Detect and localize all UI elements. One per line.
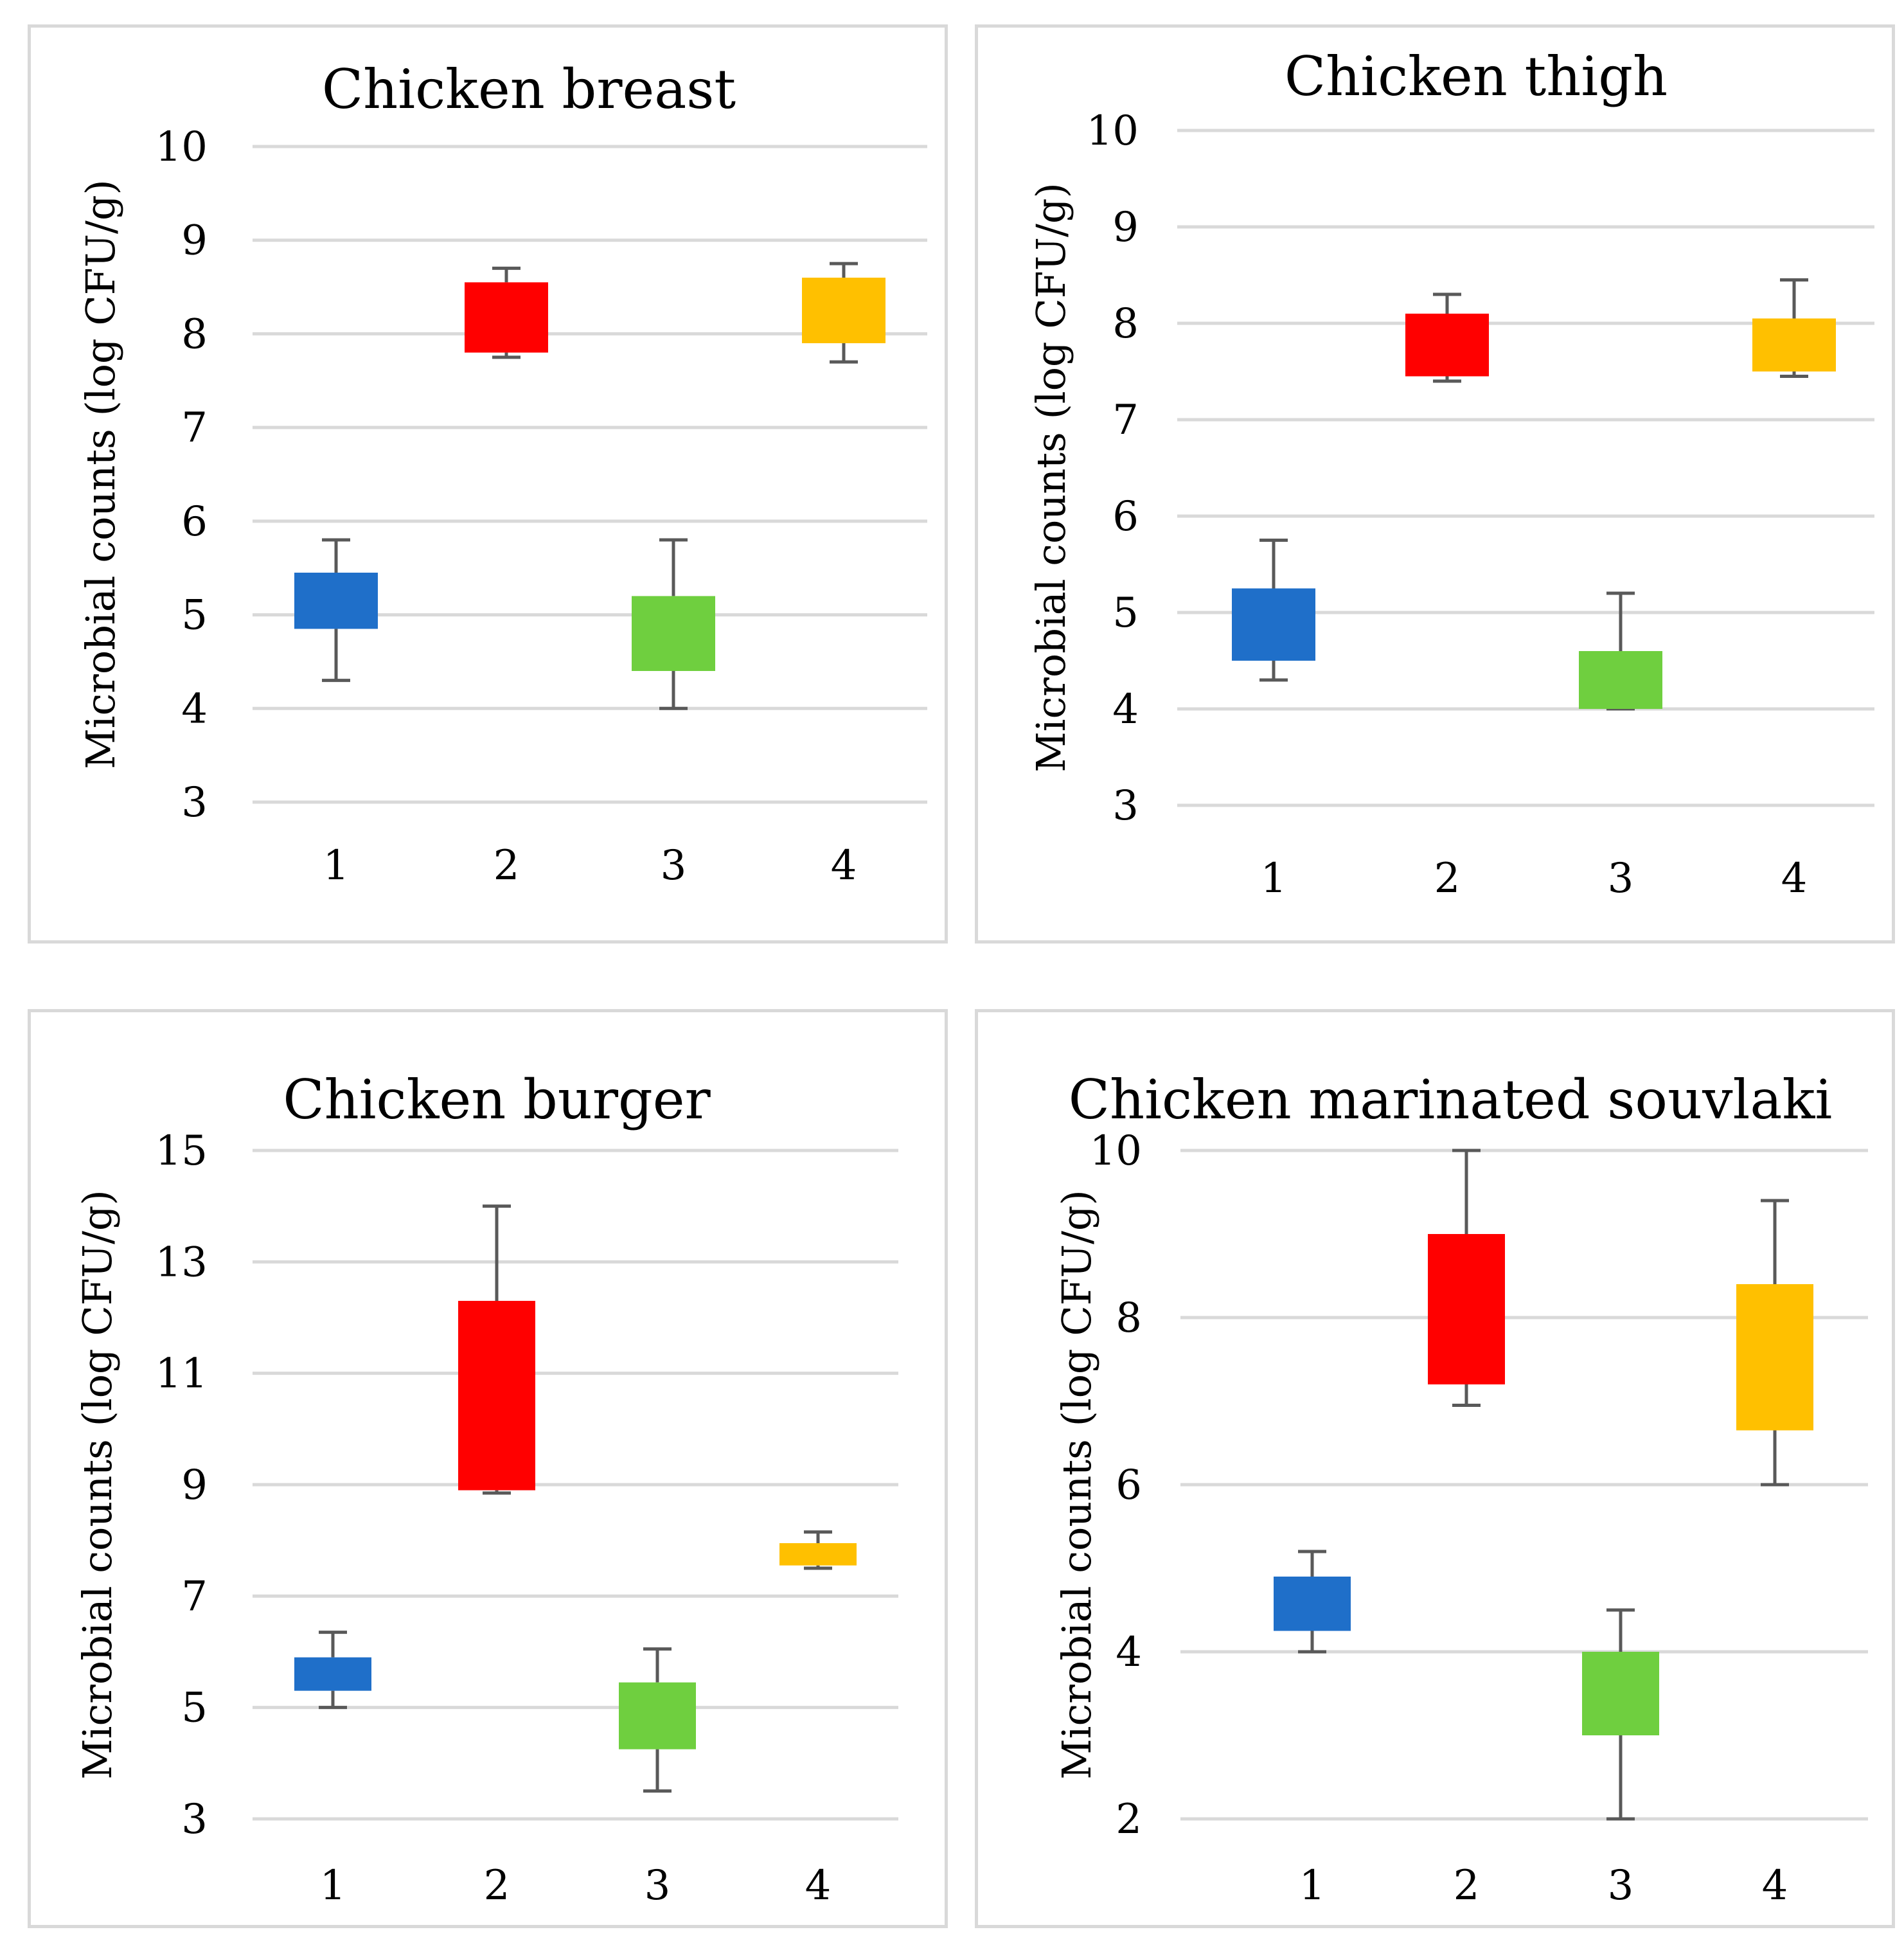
box-category-1 <box>1274 1550 1351 1654</box>
x-tick-label-4: 4 <box>1781 855 1808 902</box>
y-tick-label-10: 10 <box>1087 107 1139 155</box>
box-category-3 <box>1582 1608 1659 1821</box>
x-tick-label-3: 3 <box>1608 855 1634 902</box>
box-body <box>1428 1234 1505 1384</box>
chart-chicken-thigh: 3 4 5 6 7 8 9 10 Chicken thigh Microbial counts (… <box>1028 45 1874 902</box>
x-tick-label-2: 2 <box>484 1862 510 1910</box>
box-category-1 <box>294 1631 371 1710</box>
box-category-3 <box>632 538 715 710</box>
box-body <box>1405 314 1489 377</box>
box-body <box>1582 1652 1659 1735</box>
y-tick-label-5: 5 <box>181 1685 208 1732</box>
box-category-4 <box>1736 1199 1813 1487</box>
y-tick-label-9: 9 <box>181 1462 208 1509</box>
box-category-2 <box>458 1204 535 1495</box>
x-tick-label-4: 4 <box>831 842 857 890</box>
y-tick-label-7: 7 <box>181 404 208 452</box>
y-tick-label-6: 6 <box>1116 1462 1142 1509</box>
y-tick-label-5: 5 <box>1112 589 1139 637</box>
box-category-3 <box>619 1647 696 1793</box>
x-tick-label-3: 3 <box>645 1862 671 1910</box>
y-tick-label-15: 15 <box>156 1127 208 1175</box>
box-body <box>1274 1577 1351 1631</box>
y-tick-label-4: 4 <box>181 685 208 733</box>
box-category-4 <box>802 262 885 364</box>
y-tick-label-3: 3 <box>181 779 208 827</box>
x-tick-label-2: 2 <box>1454 1862 1480 1910</box>
chart-chicken-breast: 3 4 5 6 7 8 9 10 Chicken breast Microbial counts … <box>77 58 927 890</box>
y-axis-label: Microbial counts (log CFU/g) <box>77 179 124 769</box>
box-category-3 <box>1579 591 1662 711</box>
box-category-2 <box>465 266 548 359</box>
x-tick-label-4: 4 <box>1762 1862 1788 1910</box>
y-tick-label-8: 8 <box>1116 1294 1142 1342</box>
x-tick-label-1: 1 <box>320 1862 346 1910</box>
chart-title: Chicken marinated souvlaki <box>1069 1068 1833 1131</box>
chart-title: Chicken breast <box>322 58 736 121</box>
box-body <box>465 282 548 353</box>
y-tick-label-3: 3 <box>1112 782 1139 830</box>
y-tick-label-11: 11 <box>156 1350 208 1398</box>
box-category-4 <box>1752 278 1836 378</box>
chart-title: Chicken burger <box>283 1068 711 1131</box>
box-body <box>632 596 715 671</box>
box-body <box>1752 318 1836 371</box>
y-tick-label-6: 6 <box>1112 493 1139 541</box>
y-tick-label-4: 4 <box>1112 686 1139 733</box>
y-axis-label: Microbial counts (log CFU/g) <box>74 1190 121 1780</box>
box-body <box>1232 588 1315 661</box>
box-body <box>802 278 885 343</box>
x-tick-label-3: 3 <box>661 842 687 890</box>
x-tick-label-2: 2 <box>1434 855 1461 902</box>
y-tick-label-2: 2 <box>1116 1796 1142 1843</box>
x-tick-label-1: 1 <box>1261 855 1287 902</box>
box-category-2 <box>1428 1149 1505 1407</box>
box-body <box>1736 1284 1813 1431</box>
chart-panel-chicken-burger: 3 5 7 9 11 13 15 Chicken burger Microbial counts… <box>28 1009 948 1928</box>
x-tick-label-1: 1 <box>1299 1862 1326 1910</box>
y-tick-label-7: 7 <box>1112 397 1139 444</box>
y-tick-label-7: 7 <box>181 1573 208 1620</box>
chart-title: Chicken thigh <box>1285 45 1668 108</box>
chart-panel-chicken-marinated-souvlaki: 2 4 6 8 10 Chicken marinated souvlaki Microbia… <box>975 1009 1895 1928</box>
box-body <box>458 1301 535 1490</box>
y-tick-label-10: 10 <box>156 123 208 171</box>
box-category-2 <box>1405 292 1489 383</box>
box-category-4 <box>779 1530 857 1570</box>
box-body <box>294 1657 371 1691</box>
y-tick-label-3: 3 <box>181 1796 208 1843</box>
y-axis-label: Microbial counts (log CFU/g) <box>1053 1190 1100 1780</box>
box-body <box>779 1543 857 1566</box>
box-body <box>619 1682 696 1749</box>
chart-panel-chicken-thigh: 3 4 5 6 7 8 9 10 Chicken thigh Microbial counts (… <box>975 24 1895 944</box>
y-tick-label-9: 9 <box>1112 204 1139 251</box>
y-tick-label-6: 6 <box>181 498 208 546</box>
x-tick-label-1: 1 <box>323 842 350 890</box>
y-tick-label-13: 13 <box>156 1239 208 1286</box>
y-tick-label-5: 5 <box>181 592 208 640</box>
y-tick-label-4: 4 <box>1116 1629 1142 1676</box>
y-tick-label-8: 8 <box>1112 300 1139 348</box>
chart-panel-chicken-breast: 3 4 5 6 7 8 9 10 Chicken breast Microbial counts … <box>28 24 948 944</box>
x-tick-label-2: 2 <box>494 842 520 890</box>
y-tick-label-9: 9 <box>181 217 208 265</box>
box-category-1 <box>1232 539 1315 682</box>
box-body <box>294 573 378 629</box>
y-tick-label-8: 8 <box>181 310 208 358</box>
y-tick-label-10: 10 <box>1090 1127 1142 1175</box>
box-category-1 <box>294 538 378 683</box>
x-tick-label-4: 4 <box>805 1862 832 1910</box>
box-body <box>1579 651 1662 709</box>
y-axis-label: Microbial counts (log CFU/g) <box>1028 183 1074 773</box>
x-tick-label-3: 3 <box>1608 1862 1634 1910</box>
